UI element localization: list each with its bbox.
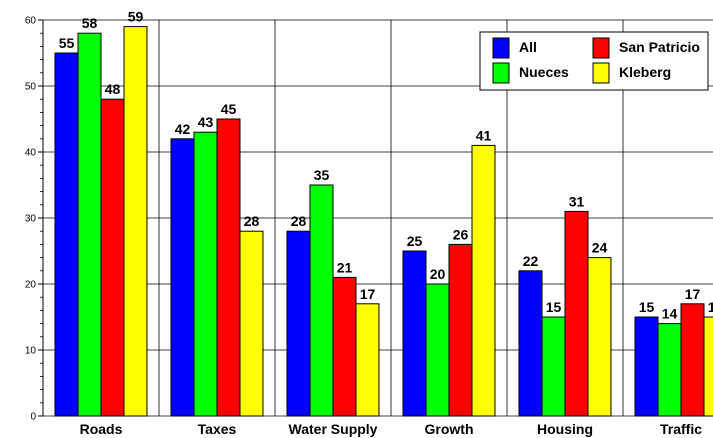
data-label: 14 xyxy=(662,306,678,322)
bar-kleberg xyxy=(587,257,612,417)
data-label: 41 xyxy=(476,127,492,143)
bar-all xyxy=(402,250,427,417)
value-labels: 55 58 48 59 42 43 45 28 28 35 21 17 25 20 26 41 22 15 31 24… xyxy=(59,9,713,322)
bar-kleberg xyxy=(239,230,264,417)
data-label: 15 xyxy=(708,299,713,315)
data-label: 22 xyxy=(523,253,539,269)
y-axis: 0 10 20 30 40 50 60 xyxy=(25,16,44,423)
data-label: 48 xyxy=(105,81,121,97)
legend: All Nueces San Patricio Kleberg xyxy=(479,31,709,91)
data-label: 35 xyxy=(314,167,330,183)
bar-kleberg xyxy=(703,316,713,417)
data-label: 58 xyxy=(82,15,98,31)
bar-nueces xyxy=(193,131,218,417)
bar-nueces xyxy=(425,283,450,417)
data-label: 31 xyxy=(569,193,585,209)
bar-nueces xyxy=(77,32,102,417)
data-label: 59 xyxy=(128,9,144,25)
bar-san-patricio xyxy=(216,118,241,417)
bar-nueces xyxy=(657,323,682,417)
data-label: 45 xyxy=(221,101,237,117)
data-label: 26 xyxy=(453,226,469,242)
legend-label: Nueces xyxy=(519,64,569,80)
bar-nueces xyxy=(541,316,566,417)
data-label: 55 xyxy=(59,35,75,51)
y-tick-label: 30 xyxy=(25,214,37,225)
bar-san-patricio xyxy=(100,98,125,417)
data-label: 17 xyxy=(685,286,701,302)
x-tick-label: Roads xyxy=(80,421,123,437)
y-tick-label: 20 xyxy=(25,280,37,291)
y-tick-label: 0 xyxy=(30,412,36,423)
data-label: 21 xyxy=(337,259,353,275)
bar-kleberg xyxy=(471,144,496,417)
x-tick-label: Taxes xyxy=(198,421,237,437)
x-tick-label: Growth xyxy=(425,421,474,437)
bar-nueces xyxy=(309,184,334,417)
legend-label: All xyxy=(519,39,537,55)
legend-swatch xyxy=(492,37,510,59)
bar-all xyxy=(634,316,659,417)
y-tick-label: 10 xyxy=(25,346,37,357)
legend-label: San Patricio xyxy=(619,39,700,55)
data-label: 15 xyxy=(639,299,655,315)
bar-all xyxy=(54,52,79,417)
category-labels: Roads Taxes Water Supply Growth Housing Traff… xyxy=(80,421,703,437)
data-label: 42 xyxy=(175,121,191,137)
bar-all xyxy=(286,230,311,417)
data-label: 15 xyxy=(546,299,562,315)
x-tick-label: Traffic xyxy=(660,421,702,437)
legend-swatch xyxy=(592,37,610,59)
data-label: 43 xyxy=(198,114,214,130)
data-label: 28 xyxy=(291,213,307,229)
x-tick-label: Housing xyxy=(537,421,593,437)
bar-san-patricio xyxy=(448,243,473,417)
y-tick-label: 50 xyxy=(25,82,37,93)
data-label: 25 xyxy=(407,233,423,249)
data-label: 17 xyxy=(360,286,376,302)
bar-kleberg xyxy=(123,26,148,417)
data-label: 20 xyxy=(430,266,446,282)
data-label: 28 xyxy=(244,213,260,229)
y-tick-label: 60 xyxy=(25,16,37,27)
bar-all xyxy=(170,138,195,417)
data-label: 24 xyxy=(592,240,608,256)
legend-swatch xyxy=(592,62,610,84)
bar-all xyxy=(518,270,543,417)
legend-label: Kleberg xyxy=(619,64,671,80)
legend-swatch xyxy=(492,62,510,84)
bars-group xyxy=(54,26,713,417)
y-tick-label: 40 xyxy=(25,148,37,159)
x-tick-label: Water Supply xyxy=(289,421,378,437)
bar-san-patricio xyxy=(332,276,357,417)
bar-kleberg xyxy=(355,303,380,417)
bar-san-patricio xyxy=(564,210,589,417)
bar-san-patricio xyxy=(680,303,705,417)
